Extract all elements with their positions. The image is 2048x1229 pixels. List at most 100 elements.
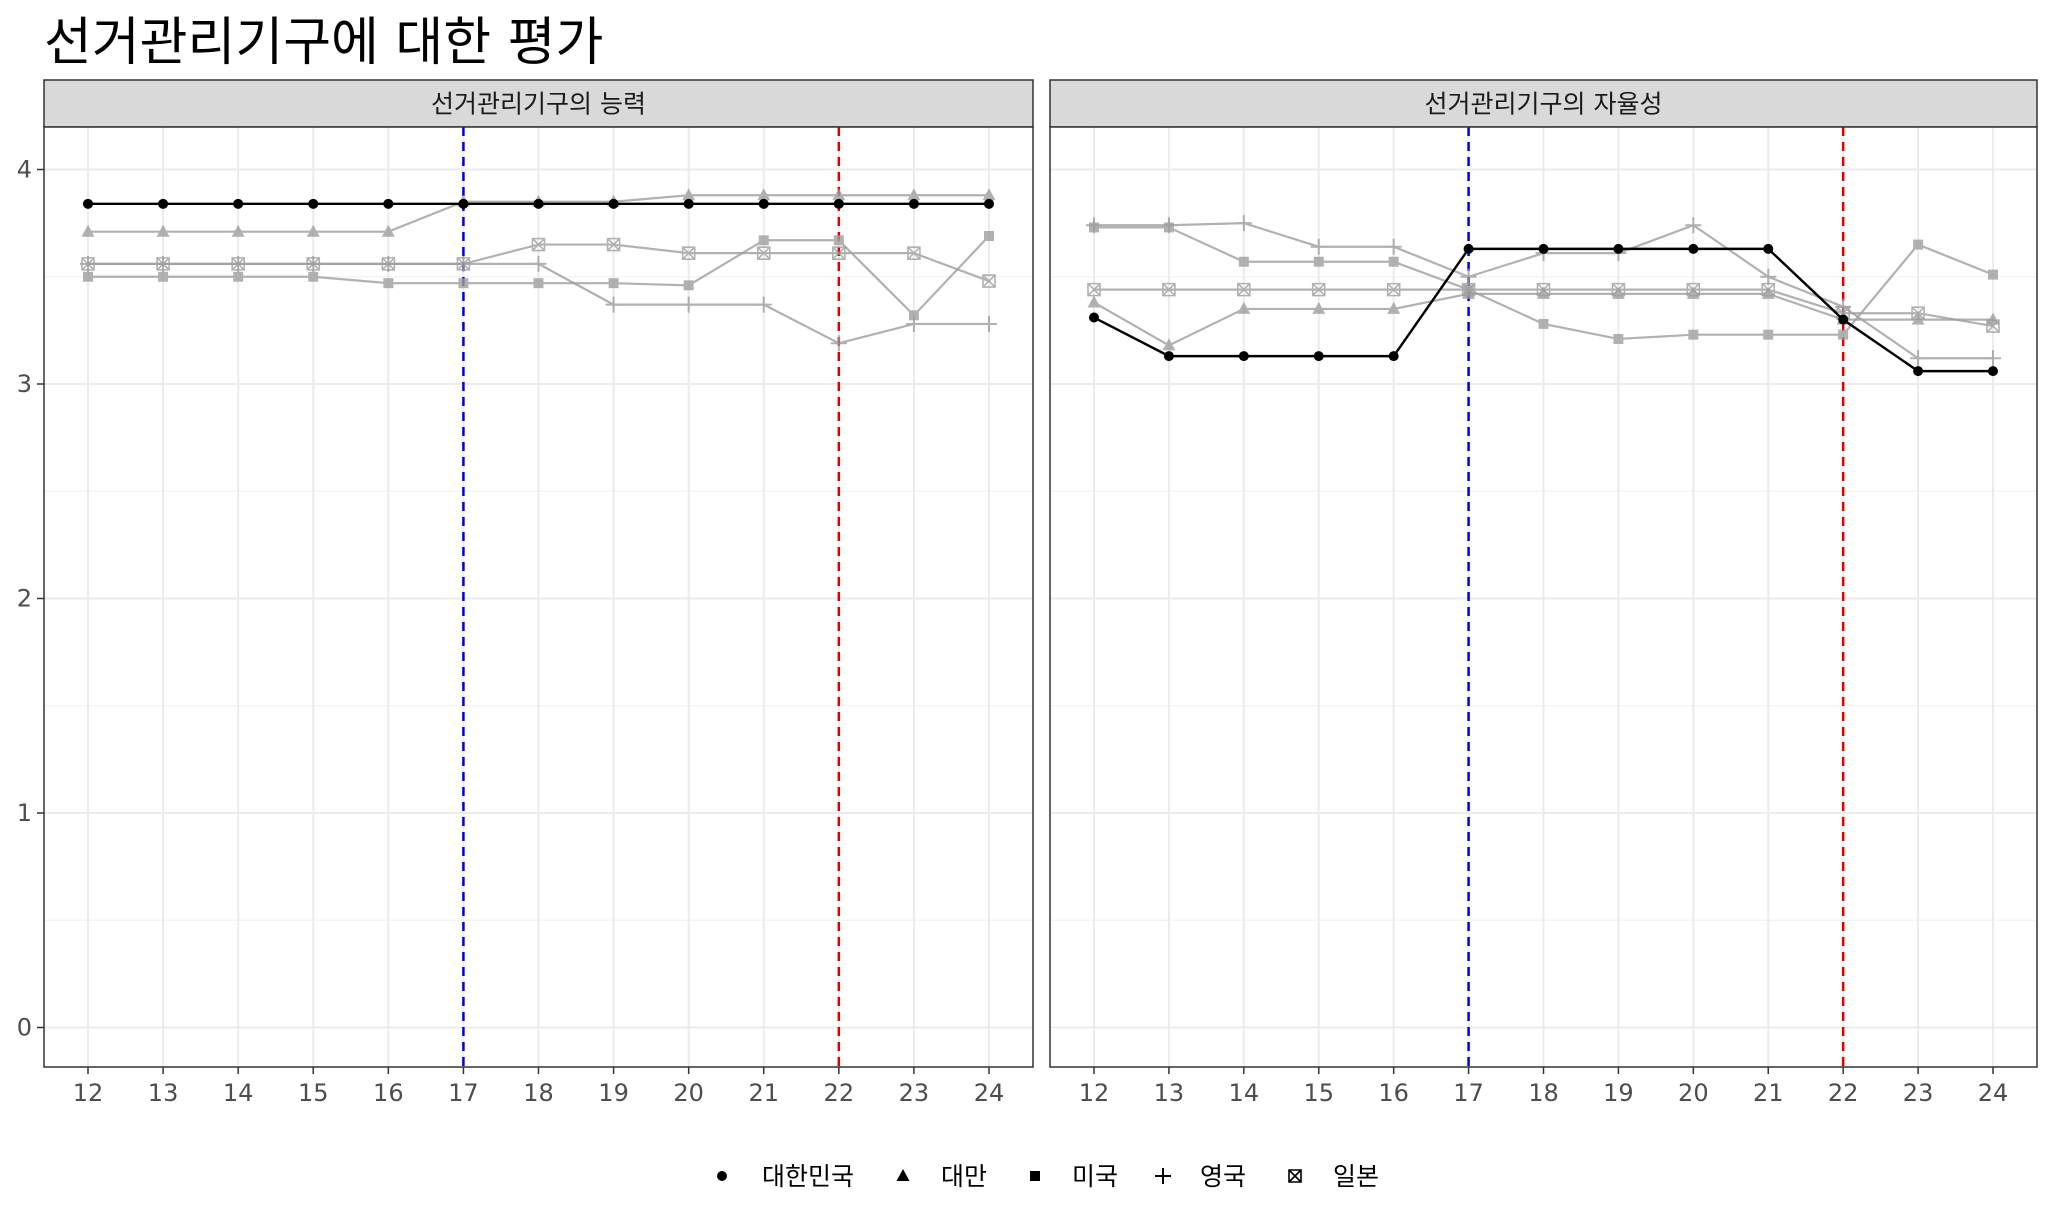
data-point (1988, 366, 1998, 377)
panel-2: 선거관리기구의 자율성 12 13 14 15 16 17 18 19 20 21 22 23 24 (1049, 79, 2038, 1107)
data-point (533, 278, 544, 289)
data-point (683, 198, 694, 209)
data-point (1310, 238, 1327, 255)
data-point (1388, 256, 1399, 267)
data-point (905, 315, 922, 332)
legend-label: 일본 (1333, 1162, 1379, 1191)
data-point (156, 224, 170, 237)
data-point (1238, 256, 1249, 267)
data-point (1686, 282, 1701, 297)
data-point (1688, 243, 1699, 254)
data-point (1913, 239, 1924, 250)
data-point (383, 198, 394, 209)
data-point (158, 198, 169, 209)
data-point (1237, 301, 1251, 314)
x-tick-label: 23 (1903, 1079, 1934, 1107)
data-point (1086, 217, 1102, 234)
data-point (1235, 215, 1252, 232)
data-point (1460, 268, 1477, 285)
data-point (456, 257, 471, 271)
data-point (530, 255, 547, 272)
data-point (381, 257, 396, 271)
data-point (233, 198, 244, 209)
data-point (1387, 301, 1401, 314)
data-point (984, 198, 994, 209)
data-point (981, 315, 997, 332)
x-tick-label: 20 (673, 1079, 704, 1107)
legend-label: 영국 (1200, 1162, 1246, 1191)
legend-label: 대만 (941, 1162, 987, 1191)
legend-item-미국: 미국 (1030, 1162, 1118, 1191)
data-point (681, 246, 696, 260)
x-tick-label: 13 (148, 1079, 179, 1107)
data-point (1313, 256, 1324, 267)
data-point (1463, 243, 1474, 254)
legend-label: 미국 (1072, 1162, 1118, 1191)
data-point (1538, 243, 1549, 254)
x-tick-label: 24 (974, 1079, 1005, 1107)
y-tick-label: 2 (17, 585, 32, 613)
data-point (1087, 282, 1101, 297)
data-point (1685, 217, 1702, 234)
data-point (1988, 269, 1998, 280)
y-tick-label: 3 (17, 370, 32, 398)
data-point (233, 271, 244, 282)
data-point (606, 237, 621, 252)
data-point (982, 274, 996, 288)
data-point (908, 310, 919, 321)
data-point (306, 257, 321, 271)
data-point (231, 257, 245, 271)
data-point (1160, 217, 1177, 234)
x-tick-label: 18 (523, 1079, 554, 1107)
data-point (1985, 350, 2001, 367)
data-point (832, 246, 846, 260)
data-point (83, 198, 93, 209)
legend-key (1288, 1169, 1302, 1183)
chart-title: 선거관리기구에 대한 평가 (44, 13, 604, 73)
legend-key (1155, 1168, 1171, 1184)
y-tick-label: 1 (17, 799, 32, 827)
data-point (608, 278, 619, 289)
data-point (1087, 295, 1101, 308)
series-미국 (83, 230, 994, 321)
data-point (1237, 282, 1251, 297)
legend-item-영국: 영국 (1155, 1162, 1246, 1191)
data-point (1162, 282, 1176, 297)
x-tick-label: 17 (1453, 1079, 1484, 1107)
x-tick-label: 12 (1079, 1079, 1110, 1107)
data-point (832, 188, 846, 201)
x-tick-label: 15 (298, 1079, 329, 1107)
data-point (231, 224, 245, 237)
data-point (1913, 366, 1924, 377)
x-tick-label: 13 (1154, 1079, 1185, 1107)
x-tick-label: 20 (1678, 1079, 1709, 1107)
data-point (907, 246, 921, 260)
x-tick-label: 21 (748, 1079, 779, 1107)
x-tick-label: 17 (448, 1079, 479, 1107)
data-point (1763, 243, 1774, 254)
data-point (758, 198, 769, 209)
x-tick-label: 18 (1528, 1079, 1559, 1107)
series-일본 (81, 237, 996, 288)
x-tick-label: 15 (1303, 1079, 1334, 1107)
data-point (1388, 351, 1399, 362)
data-point (908, 198, 919, 209)
data-point (833, 198, 844, 209)
data-point (605, 296, 622, 313)
data-point (1761, 282, 1776, 297)
data-point (381, 224, 395, 237)
data-point (756, 246, 771, 260)
data-point (458, 198, 469, 209)
legend: 대한민국 대만 미국 영국 일본 (717, 1162, 1379, 1191)
data-point (1986, 319, 2000, 333)
y-tick-label: 4 (17, 156, 32, 184)
data-point (1238, 351, 1249, 362)
data-point (306, 224, 320, 237)
legend-key (717, 1171, 727, 1181)
panel-strip-label: 선거관리기구의 능력 (431, 90, 646, 119)
x-tick-label: 22 (1828, 1079, 1859, 1107)
data-point (907, 188, 921, 201)
data-point (308, 271, 319, 282)
x-tick-label: 16 (1378, 1079, 1409, 1107)
